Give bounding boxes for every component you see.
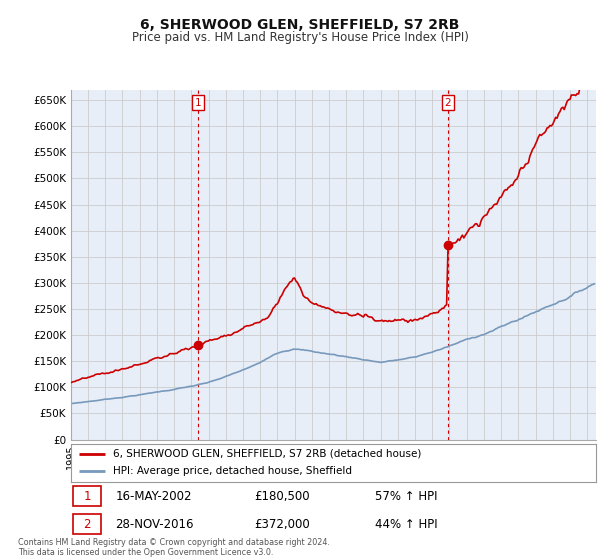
Text: 1: 1 xyxy=(194,97,201,108)
Text: 2: 2 xyxy=(445,97,451,108)
Text: 57% ↑ HPI: 57% ↑ HPI xyxy=(376,489,438,503)
Text: 44% ↑ HPI: 44% ↑ HPI xyxy=(376,517,438,531)
Text: 6, SHERWOOD GLEN, SHEFFIELD, S7 2RB: 6, SHERWOOD GLEN, SHEFFIELD, S7 2RB xyxy=(140,18,460,32)
Text: 28-NOV-2016: 28-NOV-2016 xyxy=(115,517,194,531)
Text: £180,500: £180,500 xyxy=(254,489,310,503)
Text: 2: 2 xyxy=(83,517,91,531)
Text: Contains HM Land Registry data © Crown copyright and database right 2024.
This d: Contains HM Land Registry data © Crown c… xyxy=(18,538,330,557)
Text: Price paid vs. HM Land Registry's House Price Index (HPI): Price paid vs. HM Land Registry's House … xyxy=(131,31,469,44)
Text: 1: 1 xyxy=(83,489,91,503)
Text: 6, SHERWOOD GLEN, SHEFFIELD, S7 2RB (detached house): 6, SHERWOOD GLEN, SHEFFIELD, S7 2RB (det… xyxy=(113,449,421,459)
Text: 16-MAY-2002: 16-MAY-2002 xyxy=(115,489,192,503)
Text: HPI: Average price, detached house, Sheffield: HPI: Average price, detached house, Shef… xyxy=(113,466,352,477)
Text: £372,000: £372,000 xyxy=(254,517,310,531)
Bar xyxy=(73,486,101,506)
Bar xyxy=(73,514,101,534)
